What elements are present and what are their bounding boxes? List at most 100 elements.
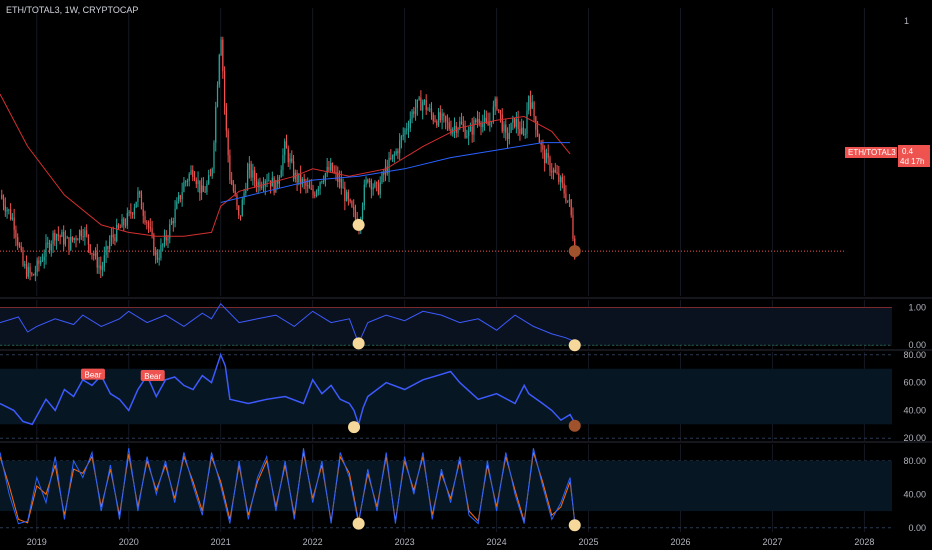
candle-body bbox=[324, 173, 327, 181]
candle-body bbox=[314, 194, 316, 196]
candle-body bbox=[367, 179, 369, 182]
y-tick-label: 60.00 bbox=[903, 378, 926, 388]
candle-body bbox=[59, 235, 61, 237]
candle-body bbox=[222, 39, 224, 72]
price-tag-symbol-bg bbox=[845, 147, 897, 158]
candle-body bbox=[9, 209, 12, 220]
x-tick-label: 2020 bbox=[119, 537, 139, 547]
candle-body bbox=[381, 172, 383, 183]
signal-marker bbox=[568, 419, 581, 432]
candle-body bbox=[469, 126, 472, 132]
candle-body bbox=[80, 230, 82, 237]
candle-body bbox=[384, 166, 387, 175]
candle-body bbox=[124, 225, 127, 227]
candle-body bbox=[429, 108, 431, 110]
candle-body bbox=[383, 172, 385, 175]
candle-body bbox=[137, 191, 139, 202]
y-tick-label: 80.00 bbox=[903, 456, 926, 466]
candle-body bbox=[183, 182, 185, 192]
candle-body bbox=[206, 183, 208, 193]
price-tag-countdown: 4d 17h bbox=[900, 157, 924, 166]
candle-body bbox=[561, 177, 563, 184]
candle-body bbox=[413, 111, 415, 114]
x-tick-label: 2019 bbox=[27, 537, 47, 547]
candle-body bbox=[223, 71, 226, 107]
indicator-pane-1[interactable] bbox=[0, 302, 581, 352]
candle-body bbox=[57, 234, 59, 236]
candle-body bbox=[399, 140, 401, 154]
candle-body bbox=[82, 236, 84, 238]
x-tick-label: 2025 bbox=[579, 537, 599, 547]
candle-body bbox=[342, 187, 344, 189]
candle-body bbox=[338, 178, 341, 182]
candle-body bbox=[406, 129, 408, 131]
candle-body bbox=[213, 142, 215, 169]
candle-body bbox=[501, 114, 503, 132]
candle-body bbox=[48, 242, 51, 251]
candle-body bbox=[282, 154, 284, 170]
candle-body bbox=[163, 235, 166, 245]
indicator-pane-2[interactable]: Bear Bear bbox=[0, 352, 581, 434]
candle-body bbox=[402, 134, 404, 137]
candle-body bbox=[103, 255, 105, 267]
candle-body bbox=[34, 272, 36, 276]
signal-marker bbox=[352, 337, 365, 350]
candle-body bbox=[262, 186, 265, 188]
candle-body bbox=[400, 136, 403, 141]
candle-body bbox=[96, 252, 98, 268]
candle-body bbox=[199, 180, 201, 193]
price-tag[interactable]: ETH/TOTAL3 0.4 4d 17h bbox=[845, 145, 930, 167]
candle-body bbox=[100, 265, 102, 270]
price-pane[interactable] bbox=[0, 36, 845, 282]
candle-body bbox=[303, 179, 305, 182]
candle-body bbox=[361, 205, 364, 219]
candle-body bbox=[491, 121, 493, 123]
candle-body bbox=[257, 181, 259, 188]
candle-body bbox=[86, 230, 88, 235]
candle-body bbox=[528, 96, 530, 111]
candle-body bbox=[18, 244, 21, 247]
candle-body bbox=[63, 231, 65, 245]
candle-body bbox=[234, 190, 236, 195]
candle-body bbox=[317, 188, 319, 191]
indicator-pane-3[interactable] bbox=[0, 448, 581, 532]
price-tag-symbol: ETH/TOTAL3 bbox=[848, 148, 896, 157]
candle-body bbox=[476, 119, 479, 123]
candle-body bbox=[536, 129, 539, 136]
candle-body bbox=[160, 244, 162, 258]
candle-body bbox=[225, 106, 227, 131]
candle-body bbox=[284, 141, 286, 155]
candle-body bbox=[370, 180, 372, 190]
candle-body bbox=[376, 182, 378, 184]
candle-body bbox=[478, 119, 480, 124]
candle-body bbox=[422, 102, 424, 111]
candle-body bbox=[499, 109, 502, 115]
candle-body bbox=[393, 154, 395, 156]
candle-body bbox=[126, 213, 128, 226]
candle-body bbox=[40, 260, 42, 264]
candle-body bbox=[425, 99, 427, 110]
candle-body bbox=[533, 102, 535, 117]
candle-body bbox=[372, 187, 374, 190]
candle-body bbox=[22, 250, 24, 266]
candle-body bbox=[275, 180, 277, 193]
candle-body bbox=[464, 126, 466, 138]
candle-body bbox=[445, 116, 447, 122]
candle-body bbox=[114, 237, 116, 241]
candle-body bbox=[64, 238, 67, 245]
candle-body bbox=[190, 169, 192, 175]
price-tag-value: 0.4 bbox=[902, 147, 914, 156]
candle-body bbox=[517, 119, 519, 129]
candle-body bbox=[312, 188, 314, 195]
candle-body bbox=[331, 162, 334, 172]
candle-body bbox=[492, 106, 495, 122]
indicator-band-fill bbox=[0, 368, 892, 425]
candle-body bbox=[185, 181, 187, 183]
candle-body bbox=[45, 242, 47, 257]
candle-body bbox=[109, 241, 111, 249]
candle-body bbox=[66, 237, 68, 239]
candle-body bbox=[529, 96, 532, 109]
candle-body bbox=[404, 129, 406, 135]
moving-average-red bbox=[0, 93, 571, 237]
